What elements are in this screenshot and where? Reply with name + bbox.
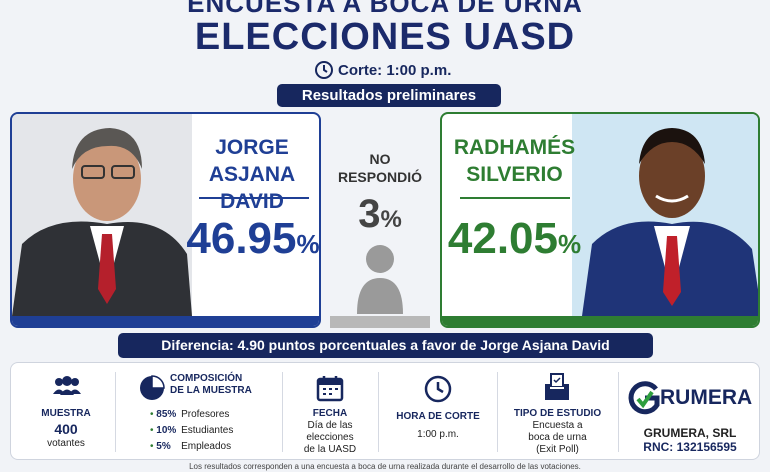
name-line: RADHAMÉS [453, 136, 576, 159]
date-label: FECHA [312, 408, 348, 419]
sample: MUESTRA 400 votantes [20, 408, 112, 450]
divider [199, 197, 309, 199]
study-line: Encuesta a [532, 420, 583, 431]
date-line: Día de las [307, 420, 353, 431]
item-group: Empleados [181, 441, 232, 452]
ballot-icon [545, 373, 569, 400]
candidate-card: JORGE ASJANA DAVID 46.95% [10, 112, 321, 328]
sample-unit: votantes [47, 438, 85, 449]
no-response-label: NO RESPONDIÓ [330, 150, 430, 186]
sample-value: 400 [54, 421, 78, 437]
badge: Resultados preliminares [277, 84, 501, 107]
date: FECHA Día de las elecciones de la UASD [286, 408, 374, 456]
company: GRUMERA, SRL RNC: 132156595 [622, 426, 758, 454]
composition-item: • 85% Profesores [150, 407, 280, 423]
kicker: ENCUESTA A BOCA DE URNA [187, 0, 583, 18]
difference: Diferencia: 4.90 puntos porcentuales a f… [118, 333, 653, 358]
footer: Los resultados corresponden a una encues… [189, 462, 581, 471]
percent: 3% [330, 192, 430, 237]
label-line: RESPONDIÓ [337, 169, 422, 185]
item-percent: 10% [156, 425, 177, 436]
item-group: Profesores [181, 409, 230, 420]
details-panel [10, 362, 760, 460]
percent: 46.95% [180, 214, 320, 264]
item-percent: 85% [156, 409, 177, 420]
percent-number: 3 [358, 192, 381, 236]
cutoff-value: 1:00 p.m. [417, 429, 459, 440]
candidate-card: RADHAMÉS SILVERIO 42.05% [440, 112, 760, 328]
company-name: GRUMERA, SRL [643, 426, 737, 440]
study-line: (Exit Poll) [536, 444, 579, 455]
composition-item: • 5% Empleados [150, 439, 280, 455]
portrait [12, 114, 192, 316]
title: ELECCIONES UASD [194, 16, 576, 58]
percent-number: 46.95 [186, 214, 297, 263]
separator [282, 372, 283, 452]
logo-mark [628, 381, 660, 415]
clock-icon [315, 61, 333, 79]
percent-unit: % [380, 206, 402, 233]
candidate-name: RADHAMÉS SILVERIO [442, 134, 587, 188]
date-line: de la UASD [303, 444, 357, 455]
color-bar [12, 316, 319, 326]
divider [460, 197, 570, 199]
composition-list: • 85% Profesores • 10% Estudiantes • 5% … [150, 407, 280, 455]
percent-number: 42.05 [447, 214, 558, 263]
study-label: TIPO DE ESTUDIO [513, 408, 602, 419]
percent-unit: % [557, 229, 582, 259]
separator [618, 372, 619, 452]
cutoff-label: HORA DE CORTE [396, 411, 480, 422]
percent-unit: % [296, 229, 320, 259]
people-icon [53, 376, 81, 395]
composition-title: COMPOSICIÓN DE LA MUESTRA [170, 373, 270, 397]
clock-icon [424, 375, 452, 403]
color-bar [442, 316, 758, 326]
composition-item: • 10% Estudiantes [150, 423, 280, 439]
study: TIPO DE ESTUDIO Encuesta a boca de urna … [500, 408, 615, 456]
item-group: Estudiantes [181, 425, 234, 436]
separator [115, 372, 116, 452]
cutoff: Corte: 1:00 p.m. [338, 62, 452, 79]
name-line: SILVERIO [466, 163, 563, 186]
company-rnc: RNC: 132156595 [643, 440, 737, 454]
title-line: COMPOSICIÓN [170, 373, 243, 384]
study-line: boca de urna [528, 432, 587, 443]
item-percent: 5% [156, 441, 171, 452]
percent: 42.05% [442, 214, 587, 264]
separator [497, 372, 498, 452]
name-line: ASJANA DAVID [208, 163, 296, 213]
date-line: elecciones [306, 432, 354, 443]
pie-icon [140, 375, 165, 400]
sample-label: MUESTRA [41, 408, 91, 419]
cutoff-detail: HORA DE CORTE 1:00 p.m. [382, 408, 494, 444]
person-icon [330, 245, 430, 328]
label-line: NO [369, 151, 391, 167]
calendar-icon [316, 376, 344, 402]
name-line: JORGE [215, 136, 289, 159]
logo-text: RUMERA [660, 386, 753, 409]
title-line: DE LA MUESTRA [170, 385, 252, 396]
portrait [572, 114, 758, 316]
separator [378, 372, 379, 452]
candidate-name: JORGE ASJANA DAVID [182, 134, 319, 215]
